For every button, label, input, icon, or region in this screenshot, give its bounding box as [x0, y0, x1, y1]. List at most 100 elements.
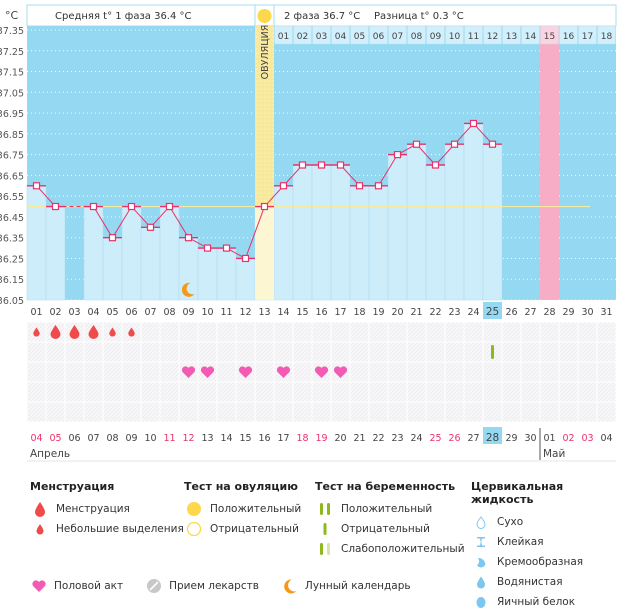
temperature-bar: [197, 247, 218, 301]
calendar-date: 10: [144, 433, 156, 444]
symptom-cell: [46, 362, 65, 382]
cycle-day-label: 13: [258, 307, 270, 318]
temperature-bar: [83, 206, 104, 301]
symptom-cell: [369, 362, 388, 382]
calendar-date: 25: [429, 433, 441, 444]
temperature-bar: [216, 247, 237, 301]
calendar-date: 03: [581, 433, 593, 444]
temperature-point: [488, 140, 497, 148]
symptom-cell: [521, 342, 540, 362]
cycle-day-label: 08: [163, 307, 175, 318]
temperature-point: [51, 202, 60, 211]
spotting-drop-icon: [128, 327, 135, 337]
menstruation-drop-icon: [69, 325, 80, 339]
y-tick-label: 36.75: [0, 151, 24, 162]
symptom-cell: [84, 402, 103, 422]
symptom-cell: [597, 402, 616, 422]
phase1-average: Средняя t° 1 фаза 36.4 °C: [55, 11, 192, 22]
temperature-point: [431, 161, 440, 169]
symptom-cell: [255, 402, 274, 422]
symptom-cell: [445, 382, 464, 402]
legend-label: Яичный белок: [497, 596, 576, 608]
legend-label: Сухо: [497, 516, 524, 528]
temperature-bar: [368, 185, 389, 301]
cycle-day-label: 07: [144, 307, 156, 318]
phase2-average: 2 фаза 36.7 °C: [284, 11, 360, 22]
temperature-point: [260, 202, 269, 211]
cycle-day-label: 17: [334, 307, 346, 318]
symptom-cell: [122, 402, 141, 422]
ovulation-label: ОВУЛЯЦИЯ: [260, 25, 271, 80]
pill-icon: [145, 578, 163, 594]
legend-label: Небольшие выделения: [56, 523, 184, 535]
legend-item-spotting: Небольшие выделения: [30, 519, 184, 539]
calendar-date: 11: [163, 433, 175, 444]
calendar-date: 16: [258, 433, 270, 444]
symptom-cell: [217, 382, 236, 402]
phase2-day-number: 08: [411, 32, 423, 42]
phase2-day-number: 12: [487, 32, 498, 42]
symptom-cell: [312, 382, 331, 402]
calendar-date: 19: [315, 433, 327, 444]
y-tick-label: 37.05: [0, 88, 24, 99]
cycle-day-label: 11: [220, 307, 232, 318]
legend-item-pregnancy-negative: Отрицательный: [315, 519, 465, 539]
temperature-point: [184, 234, 193, 242]
temperature-bar: [45, 206, 66, 301]
symptom-cell: [521, 382, 540, 402]
symptom-cell: [331, 402, 350, 422]
ovulation-sun-icon: [257, 9, 272, 23]
cycle-day-label: 27: [524, 307, 536, 318]
phase2-day-cell: [483, 25, 502, 45]
symptom-cell: [388, 322, 407, 342]
symptom-cell: [407, 382, 426, 402]
calendar-date: 02: [562, 433, 574, 444]
symptom-cell: [483, 402, 502, 422]
symptom-cell: [388, 362, 407, 382]
symptom-cell: [236, 402, 255, 422]
cycle-day-label: 15: [296, 307, 308, 318]
temperature-bar: [178, 237, 199, 301]
symptom-cell: [274, 382, 293, 402]
cycle-day-label: 23: [448, 307, 460, 318]
calendar-date: 23: [391, 433, 403, 444]
phase2-day-number: 03: [316, 32, 327, 42]
cycle-day-label: 29: [562, 307, 574, 318]
calendar-date: 04: [600, 433, 612, 444]
temperature-point: [374, 182, 383, 190]
symptom-cell: [369, 322, 388, 342]
symptom-cell: [141, 402, 160, 422]
symptom-cell: [217, 402, 236, 422]
calendar-date: 28: [486, 432, 499, 444]
phase2-day-cell: [331, 25, 350, 45]
menstruation-drop-icon: [88, 325, 99, 339]
legend-label: Положительный: [210, 503, 302, 515]
symptom-cell: [597, 362, 616, 382]
symptom-cell: [559, 382, 578, 402]
temperature-bar: [444, 143, 465, 301]
cycle-day-label: 10: [201, 307, 213, 318]
calendar-date: 18: [296, 433, 308, 444]
temperature-point: [241, 254, 250, 263]
intercourse-heart-icon: [276, 366, 291, 378]
today-highlight: [483, 427, 502, 444]
calendar-date: 30: [524, 433, 536, 444]
cycle-day-label: 14: [277, 307, 289, 318]
phase2-day-cell: [464, 25, 483, 45]
y-tick-label: 36.35: [0, 234, 24, 245]
phase2-day-cell: [502, 25, 521, 45]
symptom-cell: [46, 382, 65, 402]
calendar-date: 27: [467, 433, 479, 444]
symptom-cell: [445, 362, 464, 382]
legend-other: Половой акт Прием лекарств Лунный календ…: [30, 578, 433, 594]
legend-label: Половой акт: [54, 580, 124, 592]
symptom-cell: [141, 342, 160, 362]
legend-pregnancy-test: Тест на беременность Положительный Отриц…: [315, 480, 465, 559]
temperature-line-segment: [378, 154, 398, 187]
phase2-day-cell: [559, 25, 578, 45]
heart-icon: [30, 578, 48, 594]
symptom-cell: [350, 382, 369, 402]
temperature-point: [108, 234, 117, 242]
calendar-date: 05: [49, 433, 61, 444]
intercourse-heart-icon: [200, 366, 215, 378]
